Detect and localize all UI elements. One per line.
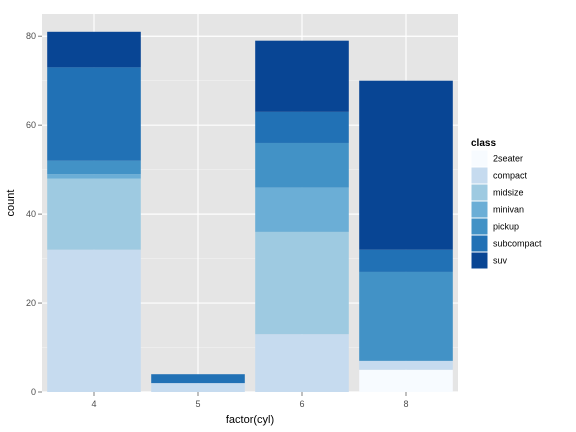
legend-label-compact: compact [493, 171, 528, 181]
legend-key-minivan [470, 200, 489, 219]
bar-segment-2seater-cyl-8 [359, 369, 453, 392]
y-tick-label: 80 [26, 31, 36, 41]
bar-segment-compact-cyl-8 [359, 360, 453, 370]
legend-label-2seater: 2seater [493, 154, 523, 164]
bar-segment-minivan-cyl-4 [47, 174, 141, 179]
bar-segment-pickup-cyl-6 [255, 142, 349, 188]
x-tick-label: 4 [91, 399, 96, 409]
legend-label-pickup: pickup [493, 222, 519, 232]
legend-key-subcompact [470, 234, 489, 253]
bar-segment-suv-cyl-8 [359, 80, 453, 250]
bar-segment-suv-cyl-4 [47, 31, 141, 68]
y-tick-label: 60 [26, 120, 36, 130]
bar-segment-pickup-cyl-4 [47, 160, 141, 175]
bar-segment-compact-cyl-4 [47, 249, 141, 392]
bar-segment-subcompact-cyl-5 [151, 374, 245, 384]
bar-segment-midsize-cyl-4 [47, 178, 141, 250]
legend-key-compact [470, 166, 489, 185]
y-tick-label: 20 [26, 298, 36, 308]
y-tick-label: 0 [31, 387, 36, 397]
bar-segment-pickup-cyl-8 [359, 271, 453, 361]
y-tick-label: 40 [26, 209, 36, 219]
bar-segment-subcompact-cyl-4 [47, 67, 141, 161]
x-tick-label: 8 [403, 399, 408, 409]
legend-label-subcompact: subcompact [493, 239, 542, 249]
legend-key-suv [470, 251, 489, 270]
legend-label-midsize: midsize [493, 188, 524, 198]
legend-items: 2seater compact midsize minivan pickup subcom… [470, 149, 542, 270]
legend: class 2seater compact midsize minivan pickup… [470, 138, 542, 270]
bar-segment-subcompact-cyl-8 [359, 249, 453, 272]
legend-label-suv: suv [493, 256, 508, 266]
legend-label-minivan: minivan [493, 205, 524, 215]
y-axis: 0 20 40 60 80 [26, 31, 42, 397]
legend-key-pickup [470, 217, 489, 236]
bar-segment-subcompact-cyl-6 [255, 111, 349, 143]
y-axis-title: count [5, 190, 17, 217]
x-axis: 4 5 6 8 [91, 392, 409, 409]
bar-segment-suv-cyl-6 [255, 40, 349, 112]
x-tick-label: 5 [195, 399, 200, 409]
bar-segment-compact-cyl-6 [255, 334, 349, 392]
bars [47, 31, 453, 392]
bar-segment-compact-cyl-5 [151, 383, 245, 392]
x-axis-title: factor(cyl) [226, 414, 274, 426]
x-tick-label: 6 [299, 399, 304, 409]
bar-segment-midsize-cyl-6 [255, 231, 349, 335]
legend-key-2seater [470, 149, 489, 168]
legend-title: class [471, 138, 496, 149]
bar-segment-minivan-cyl-6 [255, 187, 349, 232]
legend-key-midsize [470, 183, 489, 202]
